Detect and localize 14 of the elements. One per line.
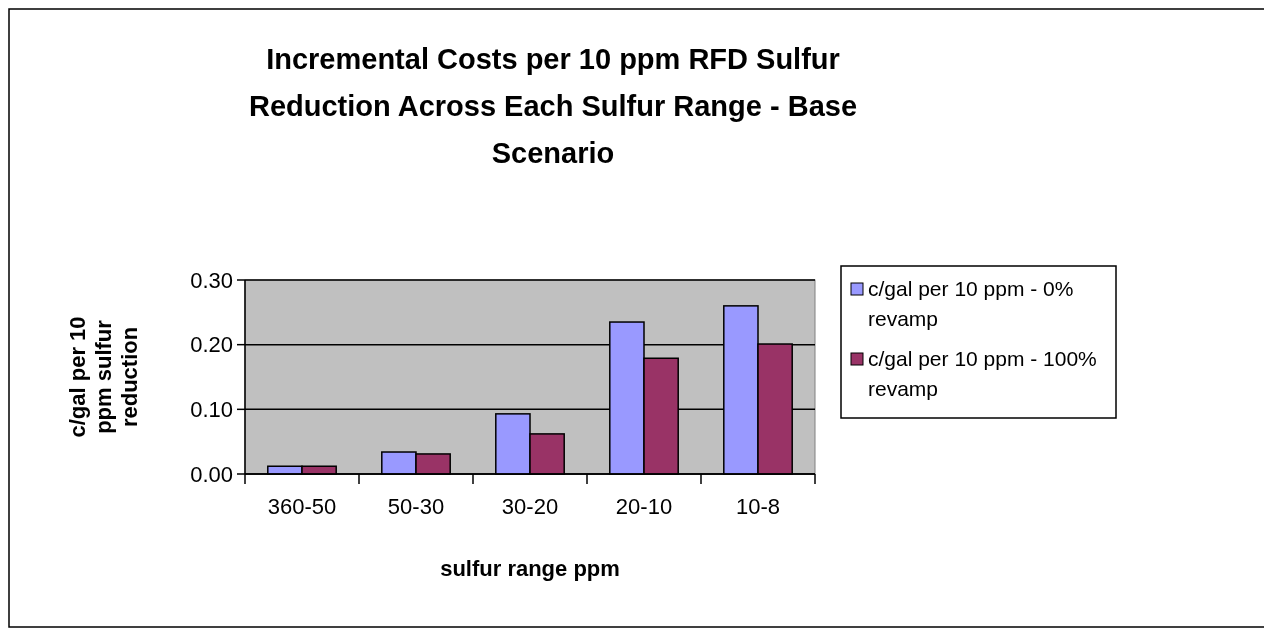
y-tick-label: 0.30 (190, 267, 233, 293)
y-tick-label: 0.10 (190, 397, 233, 423)
y-axis-title: c/gal per 10 ppm sulfur reduction (65, 316, 142, 438)
legend-label: c/gal per 10 ppm - 0% revamp (868, 277, 1074, 330)
legend-label: c/gal per 10 ppm - 100% revamp (868, 347, 1097, 400)
x-tick-label: 360-50 (267, 494, 337, 519)
chart-title: Incremental Costs per 10 ppm RFD Sulfur Reduction Across Each Sulfur Range - Base Scenario (248, 43, 858, 169)
x-axis-title: sulfur range ppm (440, 556, 620, 581)
y-tick-label: 0.20 (190, 332, 233, 358)
x-tick-label: 30-20 (501, 494, 559, 519)
x-tick-label: 20-10 (615, 494, 673, 519)
x-tick-label: 50-30 (387, 494, 445, 519)
y-tick-label: 0.00 (190, 461, 233, 487)
x-tick-label: 10-8 (735, 494, 781, 519)
